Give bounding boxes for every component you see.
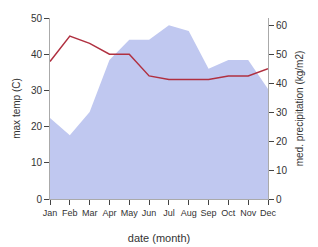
svg-text:Oct: Oct xyxy=(221,208,236,218)
svg-text:20: 20 xyxy=(31,121,43,132)
svg-text:40: 40 xyxy=(276,78,288,89)
svg-text:Feb: Feb xyxy=(62,208,78,218)
svg-text:max temp (C): max temp (C) xyxy=(11,78,22,139)
svg-text:30: 30 xyxy=(276,107,288,118)
svg-text:Jan: Jan xyxy=(43,208,58,218)
svg-text:60: 60 xyxy=(276,20,288,31)
svg-text:Aug: Aug xyxy=(181,208,197,218)
svg-text:Mar: Mar xyxy=(82,208,98,218)
svg-text:Sep: Sep xyxy=(201,208,217,218)
svg-text:Nov: Nov xyxy=(240,208,257,218)
svg-text:0: 0 xyxy=(276,194,282,205)
svg-text:20: 20 xyxy=(276,136,288,147)
svg-text:10: 10 xyxy=(276,165,288,176)
svg-text:Jul: Jul xyxy=(163,208,175,218)
svg-text:0: 0 xyxy=(36,194,42,205)
svg-text:30: 30 xyxy=(31,85,43,96)
svg-text:May: May xyxy=(121,208,139,218)
svg-text:Dec: Dec xyxy=(260,208,277,218)
svg-text:40: 40 xyxy=(31,49,43,60)
svg-text:Jun: Jun xyxy=(142,208,157,218)
svg-text:Apr: Apr xyxy=(102,208,116,218)
svg-text:10: 10 xyxy=(31,157,43,168)
svg-text:date (month): date (month) xyxy=(128,232,190,244)
svg-text:med. precipitation (kg/m2): med. precipitation (kg/m2) xyxy=(294,51,305,167)
svg-text:50: 50 xyxy=(276,49,288,60)
svg-text:50: 50 xyxy=(31,13,43,24)
